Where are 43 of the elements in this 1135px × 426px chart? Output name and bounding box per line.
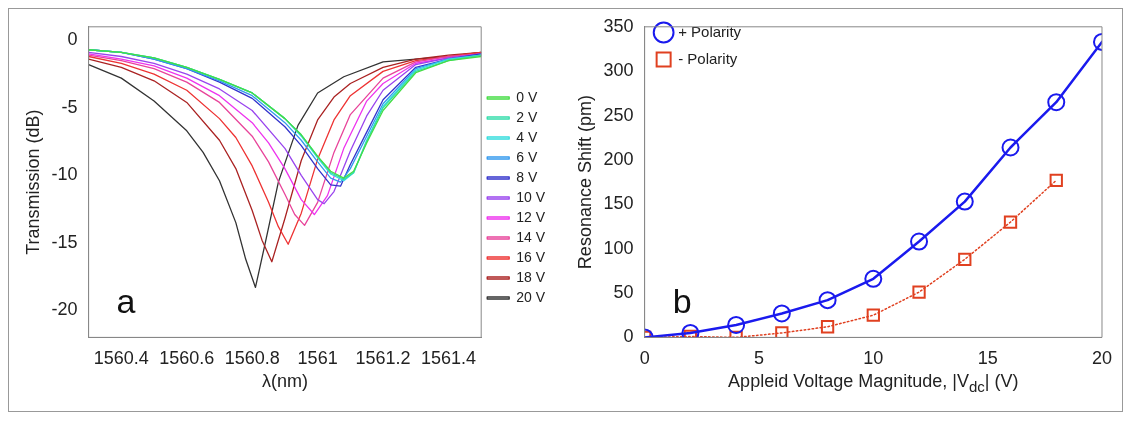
x-axis-title: Appleid Voltage Magnitude, |V$_{dc}$| (V) [727,371,1020,395]
y-tick-label: 350 [603,15,634,36]
legend-label: 6 V [516,148,538,165]
x-tick-label: 20 [1091,348,1112,369]
legend-label: 14 V [516,228,546,245]
x-tick-label: 5 [753,348,764,369]
legend-label: 2 V [516,108,538,125]
x-tick-label: 1560.4 [93,348,149,369]
y-tick-label: -20 [51,299,78,320]
y-tick-label: -5 [61,96,78,117]
annotation: a [116,282,136,321]
y-axis-title: Transmission (dB) [22,109,43,255]
legend-label: 18 V [516,268,546,285]
legend-label: 16 V [516,248,546,265]
y-tick-label: -15 [51,231,78,252]
x-tick-label: 1560.8 [224,348,280,369]
x-tick-label: 1561 [297,348,338,369]
y-tick-label: 150 [603,193,634,214]
x-tick-label: 1560.6 [159,348,215,369]
y-tick-label: 250 [603,104,634,125]
legend-label: 4 V [516,128,538,145]
legend-label: 8 V [516,168,538,185]
y-tick-label: 50 [613,282,634,302]
y-tick-label: 300 [603,60,634,81]
legend-label: 12 V [516,208,546,225]
y-axis-title: Resonance Shift (pm) [574,95,595,270]
annotation: b [672,282,692,321]
x-tick-label: 1561.4 [420,348,477,369]
legend-label: 20 V [516,288,546,305]
x-tick-label: 1561.2 [355,348,411,369]
y-tick-label: -10 [51,164,78,185]
y-tick-label: 0 [67,29,78,50]
legend-label: + Polarity [678,22,742,40]
legend-label: 10 V [516,188,546,205]
legend-label: 0 V [516,88,538,105]
x-axis-title: λ(nm) [260,371,309,392]
y-tick-label: 0 [623,326,634,347]
x-tick-label: 0 [639,348,650,369]
x-tick-label: 10 [863,348,884,369]
y-tick-label: 200 [603,148,634,169]
legend-label: - Polarity [678,49,738,67]
x-tick-label: 15 [977,348,998,369]
y-tick-label: 100 [603,237,634,258]
